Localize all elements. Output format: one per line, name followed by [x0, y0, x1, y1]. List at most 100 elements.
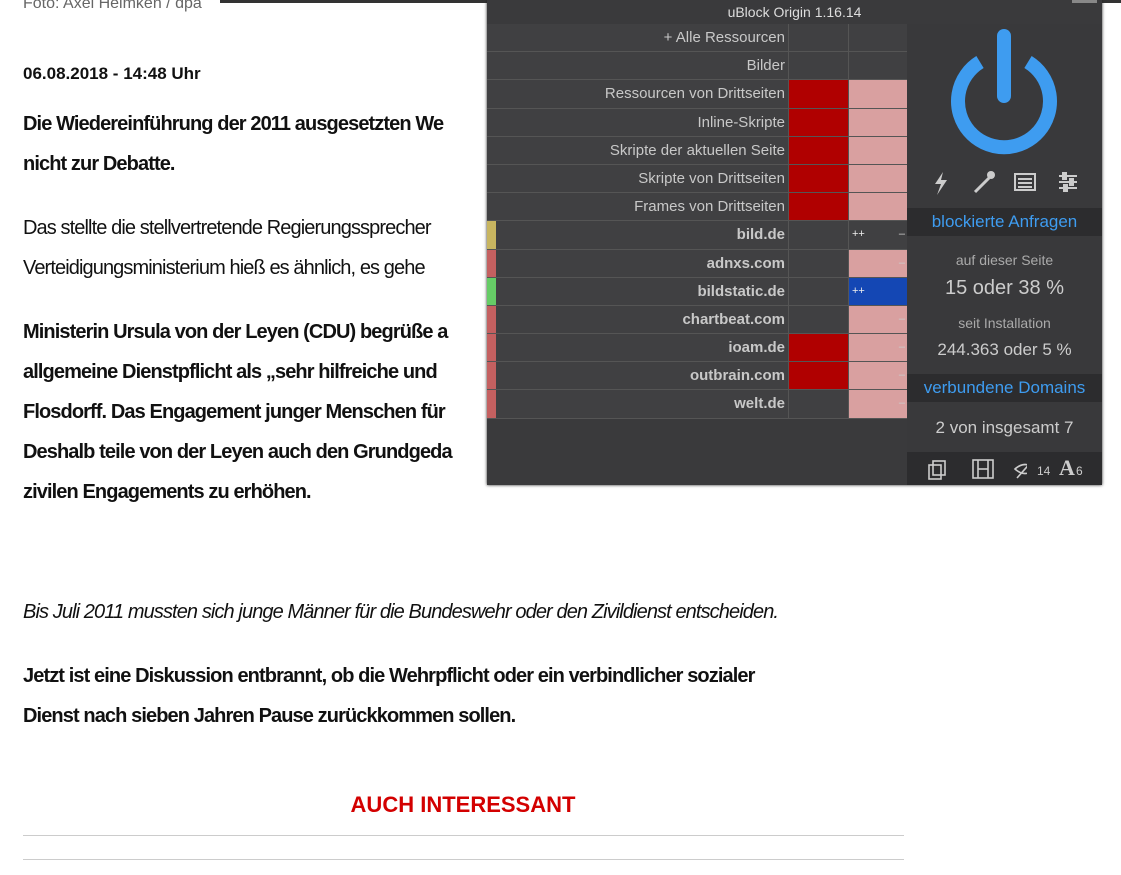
row-label: adnxs.com — [706, 254, 785, 272]
global-cell[interactable] — [788, 136, 849, 164]
row-label: Skripte von Drittseiten — [638, 169, 785, 187]
local-cell[interactable]: – — [848, 249, 908, 277]
local-cell[interactable] — [848, 164, 908, 193]
settings-icon[interactable] — [1059, 172, 1077, 192]
global-cell[interactable] — [788, 24, 849, 52]
popup-title: uBlock Origin 1.16.14 — [487, 0, 1102, 24]
zap-icon[interactable] — [935, 172, 947, 195]
firewall-row: Bilder — [487, 52, 908, 81]
row-stripe — [487, 305, 496, 334]
firewall-row: Inline-Skripte — [487, 108, 908, 137]
row-stripe — [487, 221, 496, 249]
row-stripe — [487, 390, 496, 418]
row-label: + Alle Ressourcen — [663, 29, 785, 46]
text-line: Jetzt ist eine Diskussion entbrannt, ob … — [23, 665, 755, 687]
firewall-row: bildstatic.de ++ — [487, 277, 908, 306]
local-cell[interactable]: ++ — [848, 277, 908, 305]
cosmetic-icon[interactable] — [1013, 460, 1027, 479]
row-label: Skripte der aktuellen Seite — [609, 141, 785, 159]
local-rule: ++ — [852, 228, 865, 241]
local-cell[interactable]: – — [848, 334, 908, 362]
global-cell[interactable] — [788, 80, 849, 108]
domains-header: verbundene Domains — [907, 374, 1102, 402]
rule-flag: – — [898, 256, 905, 269]
global-cell[interactable] — [788, 305, 849, 334]
picker-icon[interactable] — [973, 171, 995, 194]
local-cell[interactable]: – — [848, 390, 908, 418]
since-install-value: 244.363 oder 5 % — [937, 340, 1072, 359]
text-line: Dienst nach sieben Jahren Pause zurückko… — [23, 705, 516, 727]
close-box — [1072, 0, 1097, 3]
divider — [23, 835, 904, 836]
date: 06.08.2018 - 14:48 Uhr — [23, 64, 201, 83]
row-stripe — [487, 362, 496, 390]
firewall-row: Ressourcen von Drittseiten — [487, 80, 908, 109]
text-line: allgemeine Dienstpflicht als „sehr hilfr… — [23, 361, 438, 383]
text-line: Flosdorff. Das Engagement junger Mensche… — [23, 401, 446, 423]
footer-bar: 14 A 6 — [907, 452, 1102, 485]
global-cell[interactable] — [788, 221, 849, 249]
row-label: ioam.de — [728, 339, 785, 357]
firewall-row: welt.de – — [487, 390, 908, 419]
firewall-row: bild.de ++ – — [487, 221, 908, 250]
row-label: Bilder — [746, 57, 785, 75]
domains-value: 2 von insgesamt 7 — [935, 418, 1074, 437]
text-line: zivilen Engagements zu erhöhen. — [23, 481, 312, 503]
on-page-value: 15 oder 38 % — [945, 277, 1064, 299]
firewall-row: chartbeat.com – — [487, 305, 908, 335]
text-line: Die Wiedereinführung der 2011 ausgesetzt… — [23, 113, 444, 135]
local-cell[interactable] — [848, 80, 908, 108]
local-cell[interactable] — [848, 193, 908, 221]
rule-flag: – — [898, 369, 905, 382]
local-cell[interactable] — [848, 52, 908, 80]
global-cell[interactable] — [788, 52, 849, 80]
footer-icons — [928, 459, 1027, 480]
font-icon[interactable]: A — [1059, 455, 1075, 480]
local-cell[interactable]: ++ – — [848, 221, 908, 249]
on-page-label: auf dieser Seite — [955, 252, 1054, 268]
firewall-row: Skripte der aktuellen Seite — [487, 136, 908, 165]
local-cell[interactable] — [848, 108, 908, 136]
row-stripe — [487, 249, 496, 277]
rule-flag: – — [898, 228, 905, 241]
logger-icon[interactable] — [1014, 173, 1036, 191]
row-label: bildstatic.de — [697, 282, 785, 300]
row-label: welt.de — [734, 395, 785, 413]
text-line: Das stellte die stellvertretende Regieru… — [23, 217, 432, 239]
copy-icon[interactable] — [928, 460, 946, 480]
global-cell[interactable] — [788, 193, 849, 221]
global-cell[interactable] — [788, 362, 849, 390]
global-cell[interactable] — [788, 390, 849, 418]
global-cell[interactable] — [788, 334, 849, 362]
local-rule: ++ — [852, 284, 865, 297]
rule-flag: – — [898, 397, 905, 410]
row-label: chartbeat.com — [682, 310, 785, 328]
local-cell[interactable] — [848, 136, 908, 164]
power-button[interactable] — [907, 24, 1102, 174]
firewall-table: + Alle Ressourcen Bilder Ressourcen von Dr… — [487, 24, 908, 419]
since-install-label: seit Installation — [958, 315, 1051, 331]
global-cell[interactable] — [788, 277, 849, 305]
local-cell[interactable]: – — [848, 362, 908, 390]
font-count: 6 — [1076, 464, 1083, 478]
text-line: nicht zur Debatte. — [23, 153, 175, 175]
local-cell[interactable] — [848, 24, 908, 52]
global-cell[interactable] — [788, 108, 849, 136]
stats-panel: blockierte Anfragen auf dieser Seite 15 … — [907, 24, 1102, 485]
rule-flag: – — [898, 312, 905, 325]
text-line: Ministerin Ursula von der Leyen (CDU) be… — [23, 321, 448, 343]
rule-flag: – — [898, 341, 905, 354]
global-cell[interactable] — [788, 164, 849, 193]
firewall-row: + Alle Ressourcen — [487, 24, 908, 53]
related-heading: AUCH INTERESSANT — [350, 792, 576, 817]
global-cell[interactable] — [788, 249, 849, 277]
blocked-header: blockierte Anfragen — [907, 208, 1102, 236]
local-cell[interactable]: – — [848, 305, 908, 334]
firewall-row: Skripte von Drittseiten — [487, 164, 908, 194]
media-icon[interactable] — [972, 459, 994, 479]
row-label: outbrain.com — [689, 367, 785, 385]
firewall-row: outbrain.com – — [487, 362, 908, 391]
row-stripe — [487, 334, 496, 362]
text-line: Verteidigungsministerium hieß es ähnlich… — [23, 257, 426, 279]
